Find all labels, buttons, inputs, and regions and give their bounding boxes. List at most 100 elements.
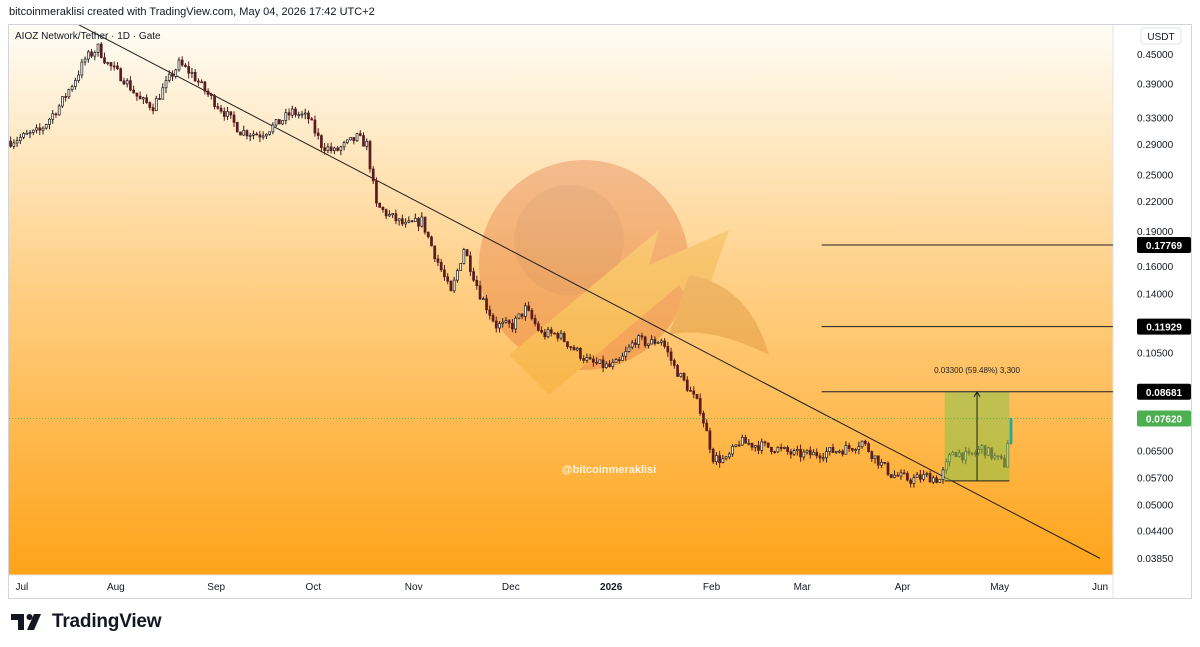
candle-body bbox=[320, 135, 323, 149]
time-tick-label: Dec bbox=[502, 582, 520, 593]
candle-body bbox=[919, 474, 922, 480]
candle-body bbox=[708, 430, 712, 450]
candle-body bbox=[485, 298, 488, 311]
candle-body bbox=[12, 142, 16, 147]
price-tick-label: 0.04400 bbox=[1137, 527, 1174, 538]
candle-body bbox=[180, 59, 184, 66]
candle-body bbox=[821, 457, 825, 460]
candle-body bbox=[737, 444, 741, 447]
candle-body bbox=[783, 447, 786, 449]
candle-body bbox=[355, 133, 359, 142]
candle-body bbox=[290, 108, 294, 116]
candle-body bbox=[815, 451, 819, 457]
candle-body bbox=[242, 130, 246, 136]
candle-body bbox=[80, 61, 84, 76]
candle-body bbox=[549, 329, 553, 334]
price-axis[interactable]: 0.45000 0.39000 0.33000 0.29000 0.25000 0.220… bbox=[1137, 50, 1174, 565]
candle-body bbox=[734, 444, 738, 447]
candle-body bbox=[530, 310, 534, 319]
candle-body bbox=[362, 135, 365, 147]
candle-body bbox=[860, 440, 864, 447]
candle-body bbox=[786, 447, 789, 453]
candle-body bbox=[595, 361, 598, 364]
candle-body bbox=[475, 279, 479, 287]
candle-body bbox=[433, 245, 437, 260]
candle-body bbox=[258, 134, 262, 138]
candle-body bbox=[235, 122, 239, 133]
candle-body bbox=[135, 92, 139, 97]
candle-body bbox=[669, 351, 673, 361]
candle-body bbox=[297, 114, 301, 116]
price-chart[interactable]: @bitcoinmeraklisi 0.03300 (59.48%) 3,300 0… bbox=[9, 25, 1191, 598]
candle-body bbox=[404, 221, 407, 225]
candle-body bbox=[834, 450, 838, 453]
candle-body bbox=[880, 462, 883, 466]
candle-body bbox=[472, 271, 475, 281]
candle-body bbox=[776, 447, 780, 453]
candle-body bbox=[64, 96, 68, 98]
candle-body bbox=[407, 220, 411, 223]
candle-body bbox=[216, 106, 220, 109]
candle-body bbox=[22, 133, 25, 138]
candle-body bbox=[388, 214, 391, 217]
candle-body bbox=[643, 336, 647, 346]
candle-body bbox=[462, 249, 466, 264]
candle-body bbox=[634, 342, 637, 345]
time-axis-background bbox=[9, 575, 1113, 598]
candle-body bbox=[125, 80, 129, 85]
time-axis[interactable]: Jul Aug Sep Oct Nov Dec 2026 Feb Mar Apr May Jun bbox=[15, 582, 1108, 593]
chart-frame[interactable]: @bitcoinmeraklisi 0.03300 (59.48%) 3,300 0… bbox=[8, 24, 1192, 599]
candle-body bbox=[750, 442, 754, 448]
candle-body bbox=[507, 320, 511, 324]
level-price-label: 0.11929 bbox=[1146, 323, 1182, 334]
candle-body bbox=[757, 445, 760, 451]
candle-body bbox=[627, 346, 631, 352]
candle-body bbox=[543, 331, 547, 338]
candle-body bbox=[494, 320, 498, 329]
candle-body bbox=[255, 133, 259, 136]
candle-body bbox=[70, 86, 74, 90]
candle-body bbox=[200, 81, 203, 84]
candle-body bbox=[851, 448, 854, 451]
candle-body bbox=[883, 462, 887, 464]
candle-body bbox=[585, 357, 589, 361]
candle-body bbox=[747, 442, 751, 445]
candle-body bbox=[41, 127, 45, 131]
candle-body bbox=[177, 59, 181, 71]
candle-body bbox=[536, 323, 540, 331]
candle-body bbox=[384, 209, 388, 217]
currency-badge[interactable] bbox=[1140, 27, 1182, 45]
candle-body bbox=[226, 111, 229, 117]
candle-body bbox=[792, 450, 796, 455]
candle-body bbox=[213, 95, 216, 107]
candle-body bbox=[197, 80, 200, 83]
price-tick-label: 0.14000 bbox=[1137, 289, 1174, 300]
candle-body bbox=[828, 447, 832, 452]
candle-body bbox=[889, 474, 893, 478]
candle-body bbox=[190, 71, 194, 74]
candle-body bbox=[420, 216, 424, 227]
candle-body bbox=[229, 111, 233, 116]
price-tick-label: 0.10500 bbox=[1137, 348, 1174, 359]
candle-body bbox=[145, 97, 148, 103]
candle-body bbox=[896, 474, 900, 477]
candle-body bbox=[601, 359, 605, 368]
candle-body bbox=[481, 298, 485, 301]
candle-body bbox=[692, 390, 696, 395]
candle-body bbox=[413, 217, 417, 223]
candle-body bbox=[222, 110, 226, 117]
candle-body bbox=[67, 89, 71, 98]
descending-trendline[interactable] bbox=[61, 25, 1101, 559]
candle-body bbox=[912, 477, 916, 484]
candle-body bbox=[818, 455, 822, 459]
candle-body bbox=[352, 137, 356, 142]
candle-body bbox=[592, 358, 595, 363]
level-price-tag bbox=[1137, 318, 1191, 335]
candle-body bbox=[647, 343, 650, 346]
candle-body bbox=[527, 305, 530, 311]
tradingview-brand[interactable]: TradingView bbox=[10, 611, 162, 633]
candle-body bbox=[300, 113, 304, 116]
candle-body bbox=[715, 455, 718, 463]
candle-body bbox=[184, 64, 187, 67]
candle-body bbox=[307, 112, 310, 120]
